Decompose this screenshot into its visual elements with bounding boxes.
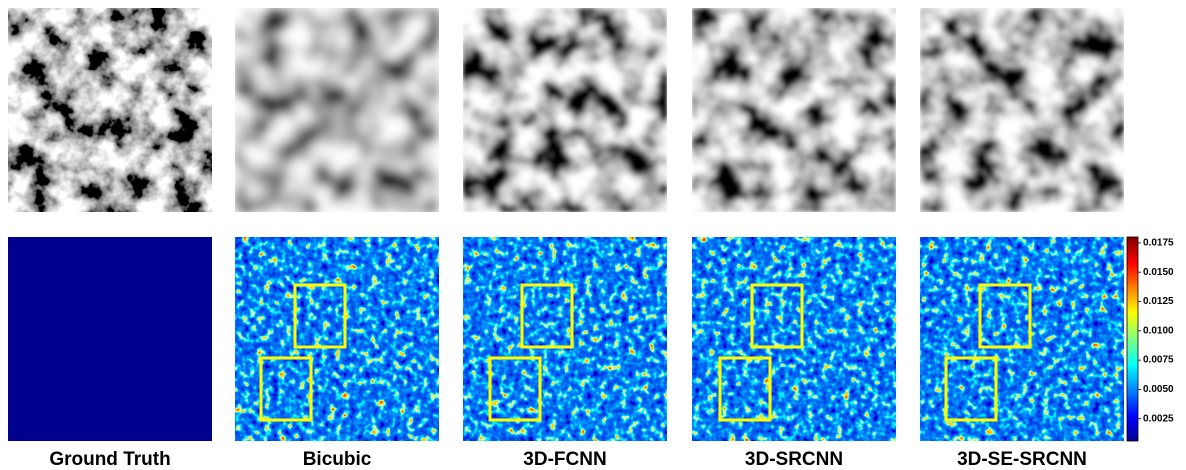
colorbar-tick-label: 0.0125	[1143, 296, 1174, 307]
method-label: Bicubic	[303, 449, 372, 470]
colorbar-tick-label: 0.0175	[1143, 238, 1174, 249]
image-3d-fcnn	[463, 8, 667, 212]
figure: Ground Truth Bicubic 3D-FCNN 3D-SRCNN 3D…	[0, 0, 1186, 470]
method-label: 3D-SRCNN	[745, 449, 843, 470]
page: {"figure": { "methods": ["Ground Truth",…	[0, 0, 1186, 470]
colorbar	[1127, 237, 1138, 441]
error-3d-se-srcnn	[920, 237, 1124, 441]
image-3d-se-srcnn	[920, 8, 1124, 212]
image-bicubic	[235, 8, 439, 212]
image-3d-srcnn	[692, 8, 896, 212]
image-ground-truth	[8, 8, 212, 212]
error-ground-truth	[8, 237, 212, 441]
method-label: 3D-SE-SRCNN	[957, 449, 1087, 470]
error-3d-srcnn	[692, 237, 896, 441]
colorbar-tick-label: 0.0150	[1143, 267, 1174, 278]
colorbar-tick-label: 0.0025	[1143, 413, 1174, 424]
method-label: 3D-FCNN	[523, 449, 606, 470]
method-label: Ground Truth	[49, 449, 170, 470]
colorbar-tick-label: 0.0100	[1143, 325, 1174, 336]
colorbar-tick-label: 0.0075	[1143, 355, 1174, 366]
error-3d-fcnn	[463, 237, 667, 441]
colorbar-tick-label: 0.0050	[1143, 384, 1174, 395]
error-bicubic	[235, 237, 439, 441]
